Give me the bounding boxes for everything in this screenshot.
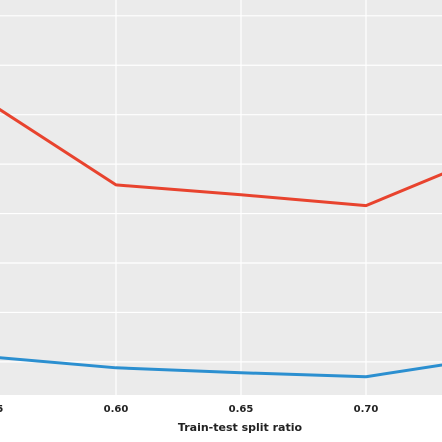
line-series [0, 107, 442, 208]
x-tick-label: 0.60 [104, 404, 129, 415]
x-axis-label: Train-test split ratio [178, 421, 303, 434]
x-tick-label: 0.70 [354, 404, 379, 415]
x-tick-label: 0.55 [0, 404, 3, 415]
plot-area [0, 0, 442, 395]
plot-background [0, 0, 442, 395]
x-tick-label: 0.65 [229, 404, 254, 415]
line-series [0, 356, 442, 379]
